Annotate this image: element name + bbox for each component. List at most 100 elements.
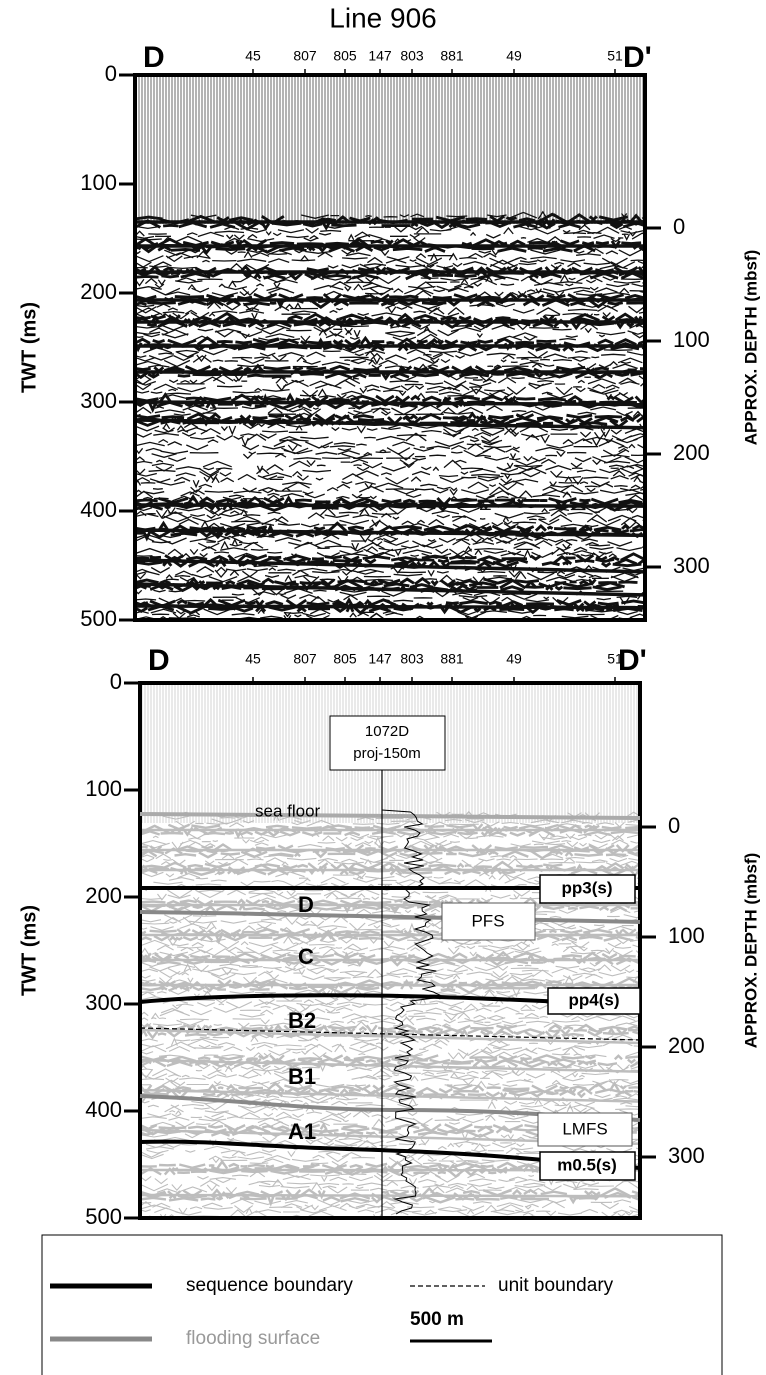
y2-axis-title: APPROX. DEPTH (mbsf): [741, 250, 760, 446]
shotpoint-label: 45: [245, 48, 261, 64]
seismic-trace: [135, 283, 599, 292]
seismic-trace: [135, 470, 644, 478]
seismic-trace: [212, 591, 645, 601]
y2-tick-label: 100: [673, 327, 710, 352]
flooding-surface: [139, 910, 641, 924]
shotpoint-label: 805: [333, 651, 357, 667]
sea-floor-line: [139, 812, 641, 820]
horizon-box: [537, 1112, 633, 1147]
seismic-trace: [176, 274, 645, 285]
line-end-label: D: [143, 41, 165, 74]
shotpoint-label: 49: [506, 48, 522, 64]
y-axis-title: TWT (ms): [18, 302, 40, 393]
reflector: [140, 1058, 640, 1073]
seismic-trace: [166, 250, 601, 259]
seismic-trace: [140, 961, 601, 969]
shotpoint-label: 805: [333, 48, 357, 64]
y2-tick-label: 0: [668, 813, 680, 838]
seismic-trace: [214, 226, 644, 235]
y-tick-label: 300: [80, 388, 117, 413]
seismic-trace: [154, 280, 645, 290]
sequence-boundary: [139, 1139, 641, 1170]
horizon-label: pp3(s): [562, 878, 613, 897]
seismic-trace: [135, 277, 645, 287]
seismic-trace: [140, 1043, 586, 1053]
seismic-trace: [152, 484, 645, 494]
shotpoint-label: 49: [506, 651, 522, 667]
shotpoint-label: 147: [368, 48, 392, 64]
line-end-label: D': [623, 41, 652, 74]
seismic-trace: [140, 1195, 640, 1207]
reflector: [135, 418, 645, 430]
seismic-trace: [135, 535, 599, 545]
seismic-trace: [150, 287, 645, 296]
seismic-trace: [135, 352, 600, 363]
shotpoint-label: 807: [293, 651, 317, 667]
seismic-trace: [140, 1181, 640, 1192]
unit-label: B1: [288, 1064, 316, 1089]
seismic-trace: [140, 827, 640, 839]
y2-tick-label: 300: [673, 553, 710, 578]
seismic-trace: [135, 486, 645, 496]
seismic-trace: [135, 307, 645, 316]
unit-label: A1: [288, 1119, 316, 1144]
well-log: [381, 809, 441, 1215]
y2-tick-label: 300: [668, 1143, 705, 1168]
unit-label: D: [298, 892, 314, 917]
seismic-trace: [135, 489, 645, 499]
y-tick-label: 200: [80, 279, 117, 304]
horizon-box: [539, 1151, 636, 1181]
seismic-section: [140, 683, 640, 1218]
panel-frame: [138, 681, 642, 1220]
seismic-trace: [135, 458, 631, 467]
line-end-label: D: [148, 644, 170, 677]
shotpoint-label: 147: [368, 651, 392, 667]
horizon-box: [547, 987, 641, 1015]
seismic-trace: [135, 570, 639, 581]
shotpoint-label: 881: [440, 48, 464, 64]
seismic-trace: [140, 973, 640, 981]
seismic-trace: [135, 511, 645, 520]
seismic-trace: [201, 545, 645, 553]
horizon-label: PFS: [471, 911, 504, 930]
seismic-trace: [154, 427, 645, 438]
reflector: [135, 528, 645, 538]
unit-label: C: [298, 944, 314, 969]
seismic-trace: [202, 256, 645, 266]
seismic-trace: [158, 350, 645, 359]
seismic-section: [135, 75, 645, 620]
seismic-trace: [135, 247, 642, 257]
horizon-box: [441, 902, 536, 941]
figure-title: Line 906: [329, 2, 436, 33]
well-box: [329, 715, 446, 771]
seismic-trace: [135, 379, 645, 388]
seismic-trace: [186, 443, 645, 452]
unit-boundary: [139, 1027, 641, 1041]
legend-box: [41, 1234, 723, 1375]
line-end-label: D': [618, 644, 647, 677]
well-name: 1072D: [365, 723, 409, 740]
y-tick-label: 400: [85, 1097, 122, 1122]
seismic-trace: [135, 612, 633, 620]
interpretation: 1072D proj-150m sea floor pp3(s) PFS pp4…: [139, 715, 641, 1218]
reflector: [140, 1028, 640, 1045]
seismic-trace: [135, 388, 629, 398]
shotpoint-label: 881: [440, 651, 464, 667]
water-column: [135, 75, 645, 224]
shotpoint-label: 51: [607, 48, 623, 64]
seismic-trace: [151, 452, 645, 461]
y-tick-label: 0: [110, 669, 122, 694]
seismic-trace: [140, 857, 640, 865]
seismic-trace: [159, 968, 627, 978]
legend-label: unit boundary: [498, 1275, 614, 1296]
shotpoint-label: 807: [293, 48, 317, 64]
seismic-trace: [135, 252, 557, 263]
reflector: [135, 558, 645, 574]
seismic-trace: [135, 446, 630, 455]
well-note: proj-150m: [353, 745, 421, 762]
horizon-label: LMFS: [562, 1119, 607, 1138]
unit-label: B2: [288, 1008, 316, 1033]
legend-label: flooding surface: [186, 1328, 320, 1349]
shotpoint-label: 803: [400, 48, 424, 64]
